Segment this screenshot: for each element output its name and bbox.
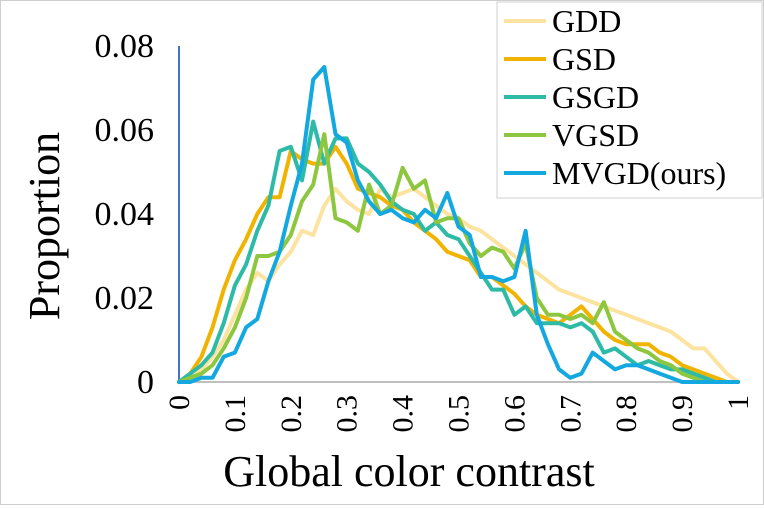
y-tick-label: 0.04 xyxy=(95,196,155,233)
x-tick-label: 0.6 xyxy=(498,395,531,433)
x-tick-label: 1 xyxy=(722,395,755,410)
legend-label: MVGD(ours) xyxy=(552,155,726,191)
x-tick-label: 0 xyxy=(163,395,196,410)
y-axis-label: Proportion xyxy=(20,132,69,320)
x-tick-label: 0.2 xyxy=(275,395,308,433)
legend-label: GSD xyxy=(552,41,616,77)
series-line-mvgd-ours xyxy=(177,65,740,384)
legend-box xyxy=(496,1,763,199)
legend-label: GDD xyxy=(552,3,621,39)
x-tick-label: 0.4 xyxy=(387,395,420,433)
y-tick-label: 0.06 xyxy=(95,112,155,149)
series-line-vgsd xyxy=(177,132,740,384)
y-tick-label: 0 xyxy=(137,364,154,401)
y-tick-label: 0.02 xyxy=(95,280,155,317)
x-tick-label: 0.7 xyxy=(554,395,587,433)
legend-label: VGSD xyxy=(552,117,639,153)
x-tick-labels: 0 0.1 0.2 0.3 0.4 0.5 0.6 0.7 0.8 0.9 1 xyxy=(163,395,755,433)
x-tick-label: 0.1 xyxy=(219,395,252,433)
legend-label: GSGD xyxy=(552,79,639,115)
y-tick-label: 0.08 xyxy=(95,28,155,65)
x-tick-label: 0.8 xyxy=(610,395,643,433)
series-line-gsgd xyxy=(177,119,740,384)
x-tick-label: 0.5 xyxy=(443,395,476,433)
x-tick-label: 0.3 xyxy=(331,395,364,433)
y-tick-labels: 0 0.02 0.04 0.06 0.08 xyxy=(95,28,155,401)
series-lines xyxy=(177,65,740,384)
axes xyxy=(178,46,738,383)
x-axis-label: Global color contrast xyxy=(223,447,594,496)
x-tick-label: 0.9 xyxy=(666,395,699,433)
